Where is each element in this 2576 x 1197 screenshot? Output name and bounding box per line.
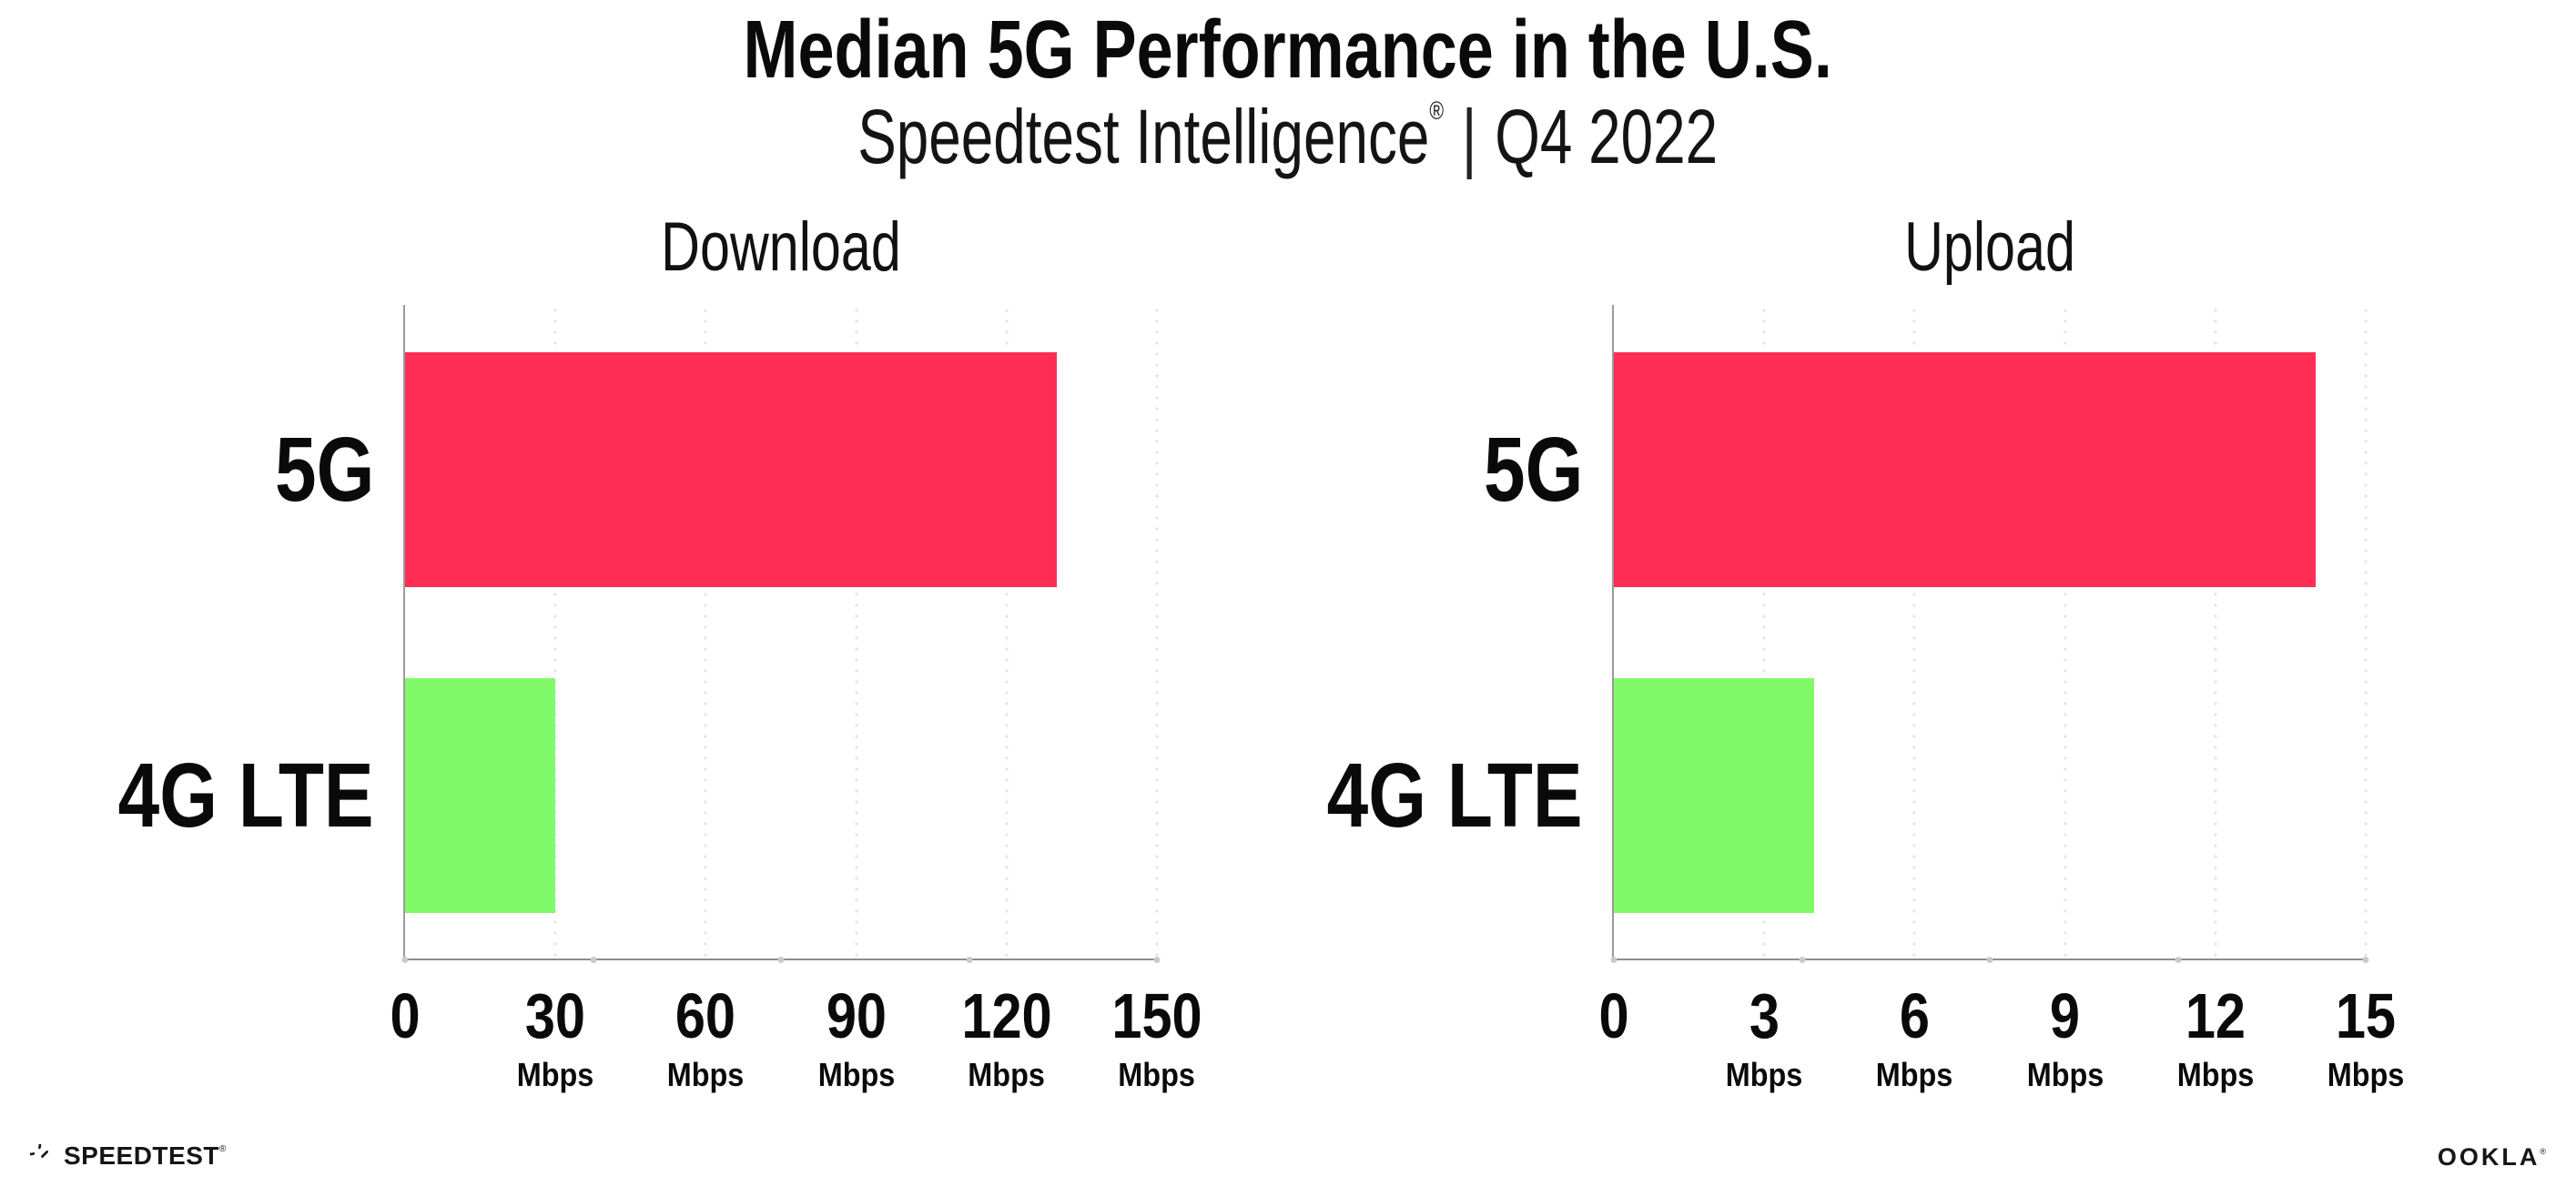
axis-tick-dot: [1799, 957, 1805, 963]
x-tick-label: 90 Mbps: [817, 980, 895, 1093]
x-unit-label: Mbps: [968, 1056, 1046, 1093]
x-unit-label: Mbps: [817, 1056, 895, 1093]
x-unit-label: Mbps: [667, 1056, 745, 1093]
x-tick-label: 9 Mbps: [2026, 980, 2104, 1093]
speedtest-gauge-icon: [30, 1143, 55, 1169]
bar-4g-lte-download: [405, 677, 556, 913]
x-tick-label: 120 Mbps: [961, 980, 1052, 1093]
registered-mark: ®: [1429, 96, 1445, 125]
x-unit-label: Mbps: [1876, 1056, 1953, 1093]
upload-chart-title: Upload: [1904, 208, 2075, 286]
x-tick-label: 3 Mbps: [1725, 980, 1803, 1093]
x-tick-label: 30 Mbps: [516, 980, 594, 1093]
category-label-5g: 5G: [1483, 418, 1583, 521]
axis-tick-dot: [2175, 957, 2181, 963]
bar-5g-upload: [1614, 352, 2316, 588]
x-tick-label: 15 Mbps: [2327, 980, 2405, 1093]
subtitle-period: Q4 2022: [1495, 94, 1719, 179]
registered-mark: ®: [2540, 1147, 2546, 1156]
page-title: Median 5G Performance in the U.S.: [0, 7, 2576, 94]
x-unit-label: Mbps: [2026, 1056, 2104, 1093]
axis-tick-dot: [2362, 957, 2369, 963]
x-tick-label: 6 Mbps: [1876, 980, 1953, 1093]
gridline: [855, 305, 858, 959]
x-unit-label: Mbps: [1725, 1056, 1803, 1093]
x-tick-label: 150 Mbps: [1111, 980, 1202, 1093]
page-subtitle: Speedtest Intelligence® | Q4 2022: [0, 96, 2576, 177]
ookla-logo: OOKLA®: [2438, 1143, 2546, 1172]
speedtest-logo: SPEEDTEST®: [30, 1140, 227, 1172]
bar-4g-lte-upload: [1614, 677, 1815, 913]
registered-mark: ®: [218, 1144, 227, 1154]
axis-tick-dot: [777, 957, 785, 963]
subtitle-separator: |: [1462, 94, 1477, 179]
axis-tick-dot: [966, 957, 972, 963]
gridline: [1155, 305, 1159, 959]
subtitle-brand: Speedtest Intelligence: [857, 94, 1430, 179]
gridline: [553, 305, 557, 959]
gridline: [2064, 305, 2067, 959]
upload-plot-area: Upload 5G 4G LTE 0 3 Mbps 6 Mbps 9 Mbps: [1327, 213, 2404, 1091]
gridline: [1005, 305, 1009, 959]
ookla-wordmark: OOKLA: [2437, 1143, 2541, 1171]
x-tick-label: 0: [390, 980, 421, 1051]
gridline: [2214, 305, 2217, 959]
x-unit-label: Mbps: [2176, 1056, 2255, 1093]
axis-tick-dot: [1153, 957, 1161, 963]
gridline: [704, 305, 707, 959]
category-label-4g-lte: 4G LTE: [1327, 745, 1583, 847]
axis-tick-dot: [1610, 957, 1618, 963]
page-title-text: Median 5G Performance in the U.S.: [743, 5, 1833, 96]
gridline: [1912, 305, 1916, 959]
x-tick-label: 0: [1598, 980, 1629, 1051]
download-chart-title: Download: [661, 208, 901, 286]
gridline: [1762, 305, 1766, 959]
speedtest-wordmark: SPEEDTEST®: [64, 1141, 227, 1170]
category-label-5g: 5G: [274, 418, 374, 521]
axis-tick-dot: [1986, 957, 1993, 963]
gridline: [2364, 305, 2368, 959]
x-unit-label: Mbps: [2327, 1056, 2405, 1093]
x-unit-label: Mbps: [516, 1056, 594, 1093]
x-tick-label: 12 Mbps: [2176, 980, 2255, 1093]
axis-tick-dot: [401, 957, 409, 963]
category-label-4g-lte: 4G LTE: [118, 745, 374, 847]
x-unit-label: Mbps: [1118, 1056, 1196, 1093]
axis-tick-dot: [590, 957, 596, 963]
bar-5g-download: [405, 352, 1057, 588]
x-tick-label: 60 Mbps: [667, 980, 745, 1093]
download-plot-area: Download 5G 4G LTE 0 30 Mbps 60 Mbps 90 …: [118, 213, 1202, 1091]
